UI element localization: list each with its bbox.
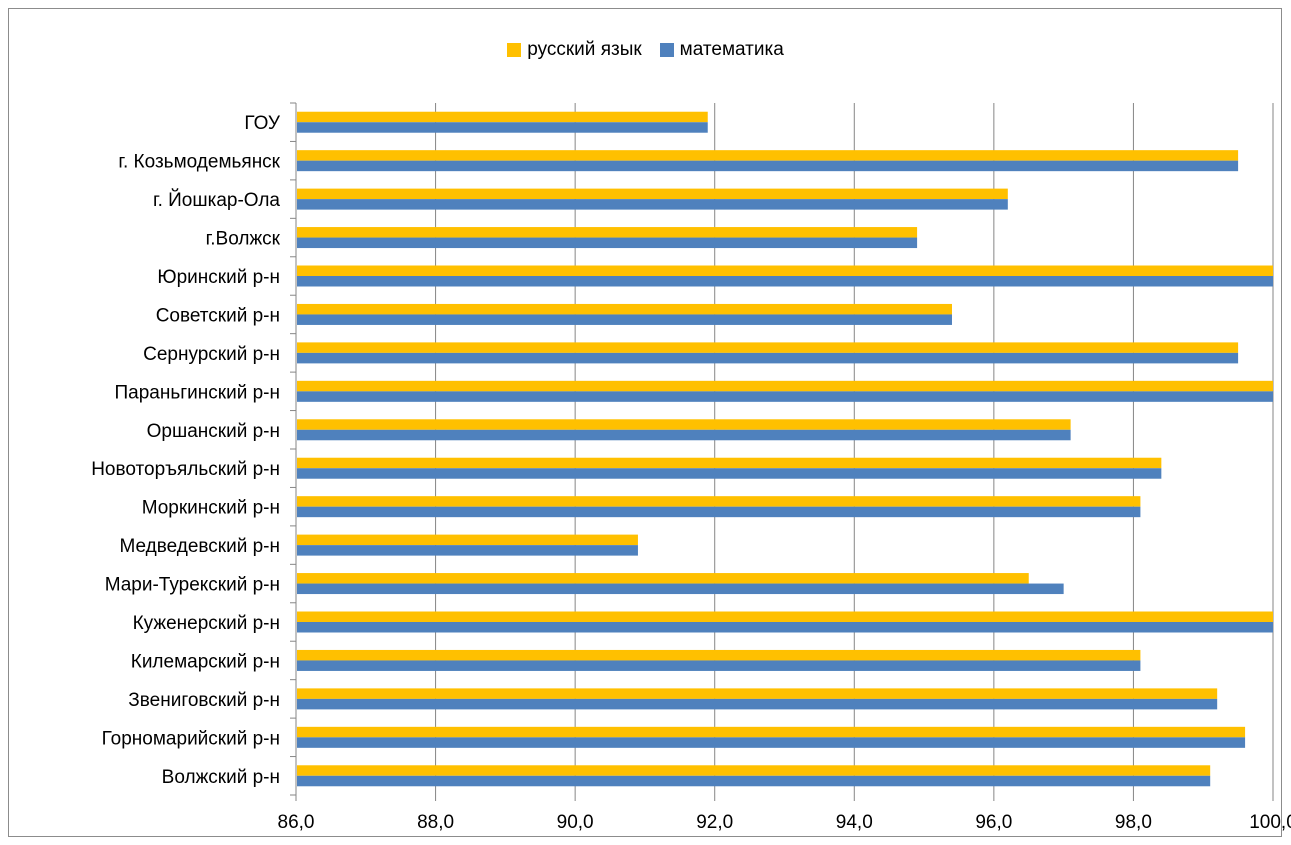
legend-item-math: математика bbox=[659, 39, 784, 61]
bar-math bbox=[297, 160, 1239, 172]
x-tick-label: 100,0 bbox=[1249, 812, 1291, 833]
category-label: Новоторъяльский р-н bbox=[91, 459, 280, 480]
legend-swatch-russian bbox=[507, 43, 522, 57]
bar-math bbox=[297, 737, 1246, 748]
category-label: Юринский р-н bbox=[157, 267, 280, 288]
legend: русский язык математика bbox=[0, 39, 1291, 61]
category-label: Сернурский р-н bbox=[143, 344, 280, 365]
category-label: Моркинский р-н bbox=[142, 498, 280, 519]
category-label: г. Козьмодемьянск bbox=[118, 152, 280, 173]
legend-label-math: математика bbox=[679, 39, 784, 60]
bar-math bbox=[297, 276, 1273, 287]
legend-label-russian: русский язык bbox=[527, 39, 642, 60]
bar-math bbox=[297, 622, 1273, 633]
x-tick-label: 88,0 bbox=[417, 812, 454, 833]
x-tick-label: 90,0 bbox=[557, 812, 594, 833]
category-label: Оршанский р-н bbox=[147, 421, 280, 442]
category-label: Параньгинский р-н bbox=[115, 382, 281, 403]
bar-russian bbox=[297, 649, 1141, 661]
category-label: Советский р-н bbox=[156, 305, 280, 326]
category-label: Волжский р-н bbox=[162, 767, 280, 788]
category-label: г.Волжск bbox=[206, 229, 281, 250]
bar-math bbox=[297, 314, 952, 325]
bar-russian bbox=[297, 765, 1211, 776]
bar-math bbox=[297, 352, 1239, 364]
bar-math bbox=[297, 237, 918, 249]
bar-math bbox=[297, 660, 1141, 671]
bar-russian bbox=[297, 726, 1246, 738]
bar-math bbox=[297, 775, 1211, 787]
bar-russian bbox=[297, 534, 638, 546]
legend-swatch-math bbox=[659, 43, 674, 57]
bar-math bbox=[297, 583, 1064, 595]
bar-russian bbox=[297, 227, 918, 238]
bar-russian bbox=[297, 457, 1162, 469]
category-label: Килемарский р-н bbox=[131, 651, 280, 672]
bar-russian bbox=[297, 496, 1141, 507]
x-tick-label: 86,0 bbox=[278, 812, 315, 833]
bar-math bbox=[297, 468, 1162, 479]
category-label: Звениговский р-н bbox=[128, 690, 280, 711]
bar-russian bbox=[297, 150, 1239, 161]
bar-math bbox=[297, 122, 708, 133]
category-label: Мари-Турекский р-н bbox=[105, 575, 280, 596]
bar-math bbox=[297, 698, 1218, 710]
category-label: Медведевский р-н bbox=[119, 536, 280, 557]
category-label: ГОУ bbox=[244, 113, 281, 134]
bar-russian bbox=[297, 688, 1218, 699]
legend-item-russian: русский язык bbox=[507, 39, 642, 61]
bar-russian bbox=[297, 188, 1008, 200]
bar-math bbox=[297, 506, 1141, 518]
category-label: Куженерский р-н bbox=[133, 613, 280, 634]
bar-russian bbox=[297, 611, 1273, 622]
bar-math bbox=[297, 545, 638, 556]
bar-russian bbox=[297, 303, 952, 315]
x-tick-label: 94,0 bbox=[836, 812, 873, 833]
bar-russian bbox=[297, 342, 1239, 353]
bar-math bbox=[297, 199, 1008, 210]
bar-russian bbox=[297, 573, 1029, 584]
x-tick-label: 92,0 bbox=[696, 812, 733, 833]
bar-russian bbox=[297, 111, 708, 123]
bar-russian bbox=[297, 265, 1273, 276]
category-label: г. Йошкар-Ола bbox=[153, 189, 280, 211]
bar-russian bbox=[297, 419, 1071, 430]
category-label: Горномарийский р-н bbox=[102, 728, 280, 749]
x-tick-label: 96,0 bbox=[975, 812, 1012, 833]
bar-math bbox=[297, 429, 1071, 441]
bar-math bbox=[297, 391, 1273, 402]
x-tick-label: 98,0 bbox=[1115, 812, 1152, 833]
bar-russian bbox=[297, 380, 1273, 392]
